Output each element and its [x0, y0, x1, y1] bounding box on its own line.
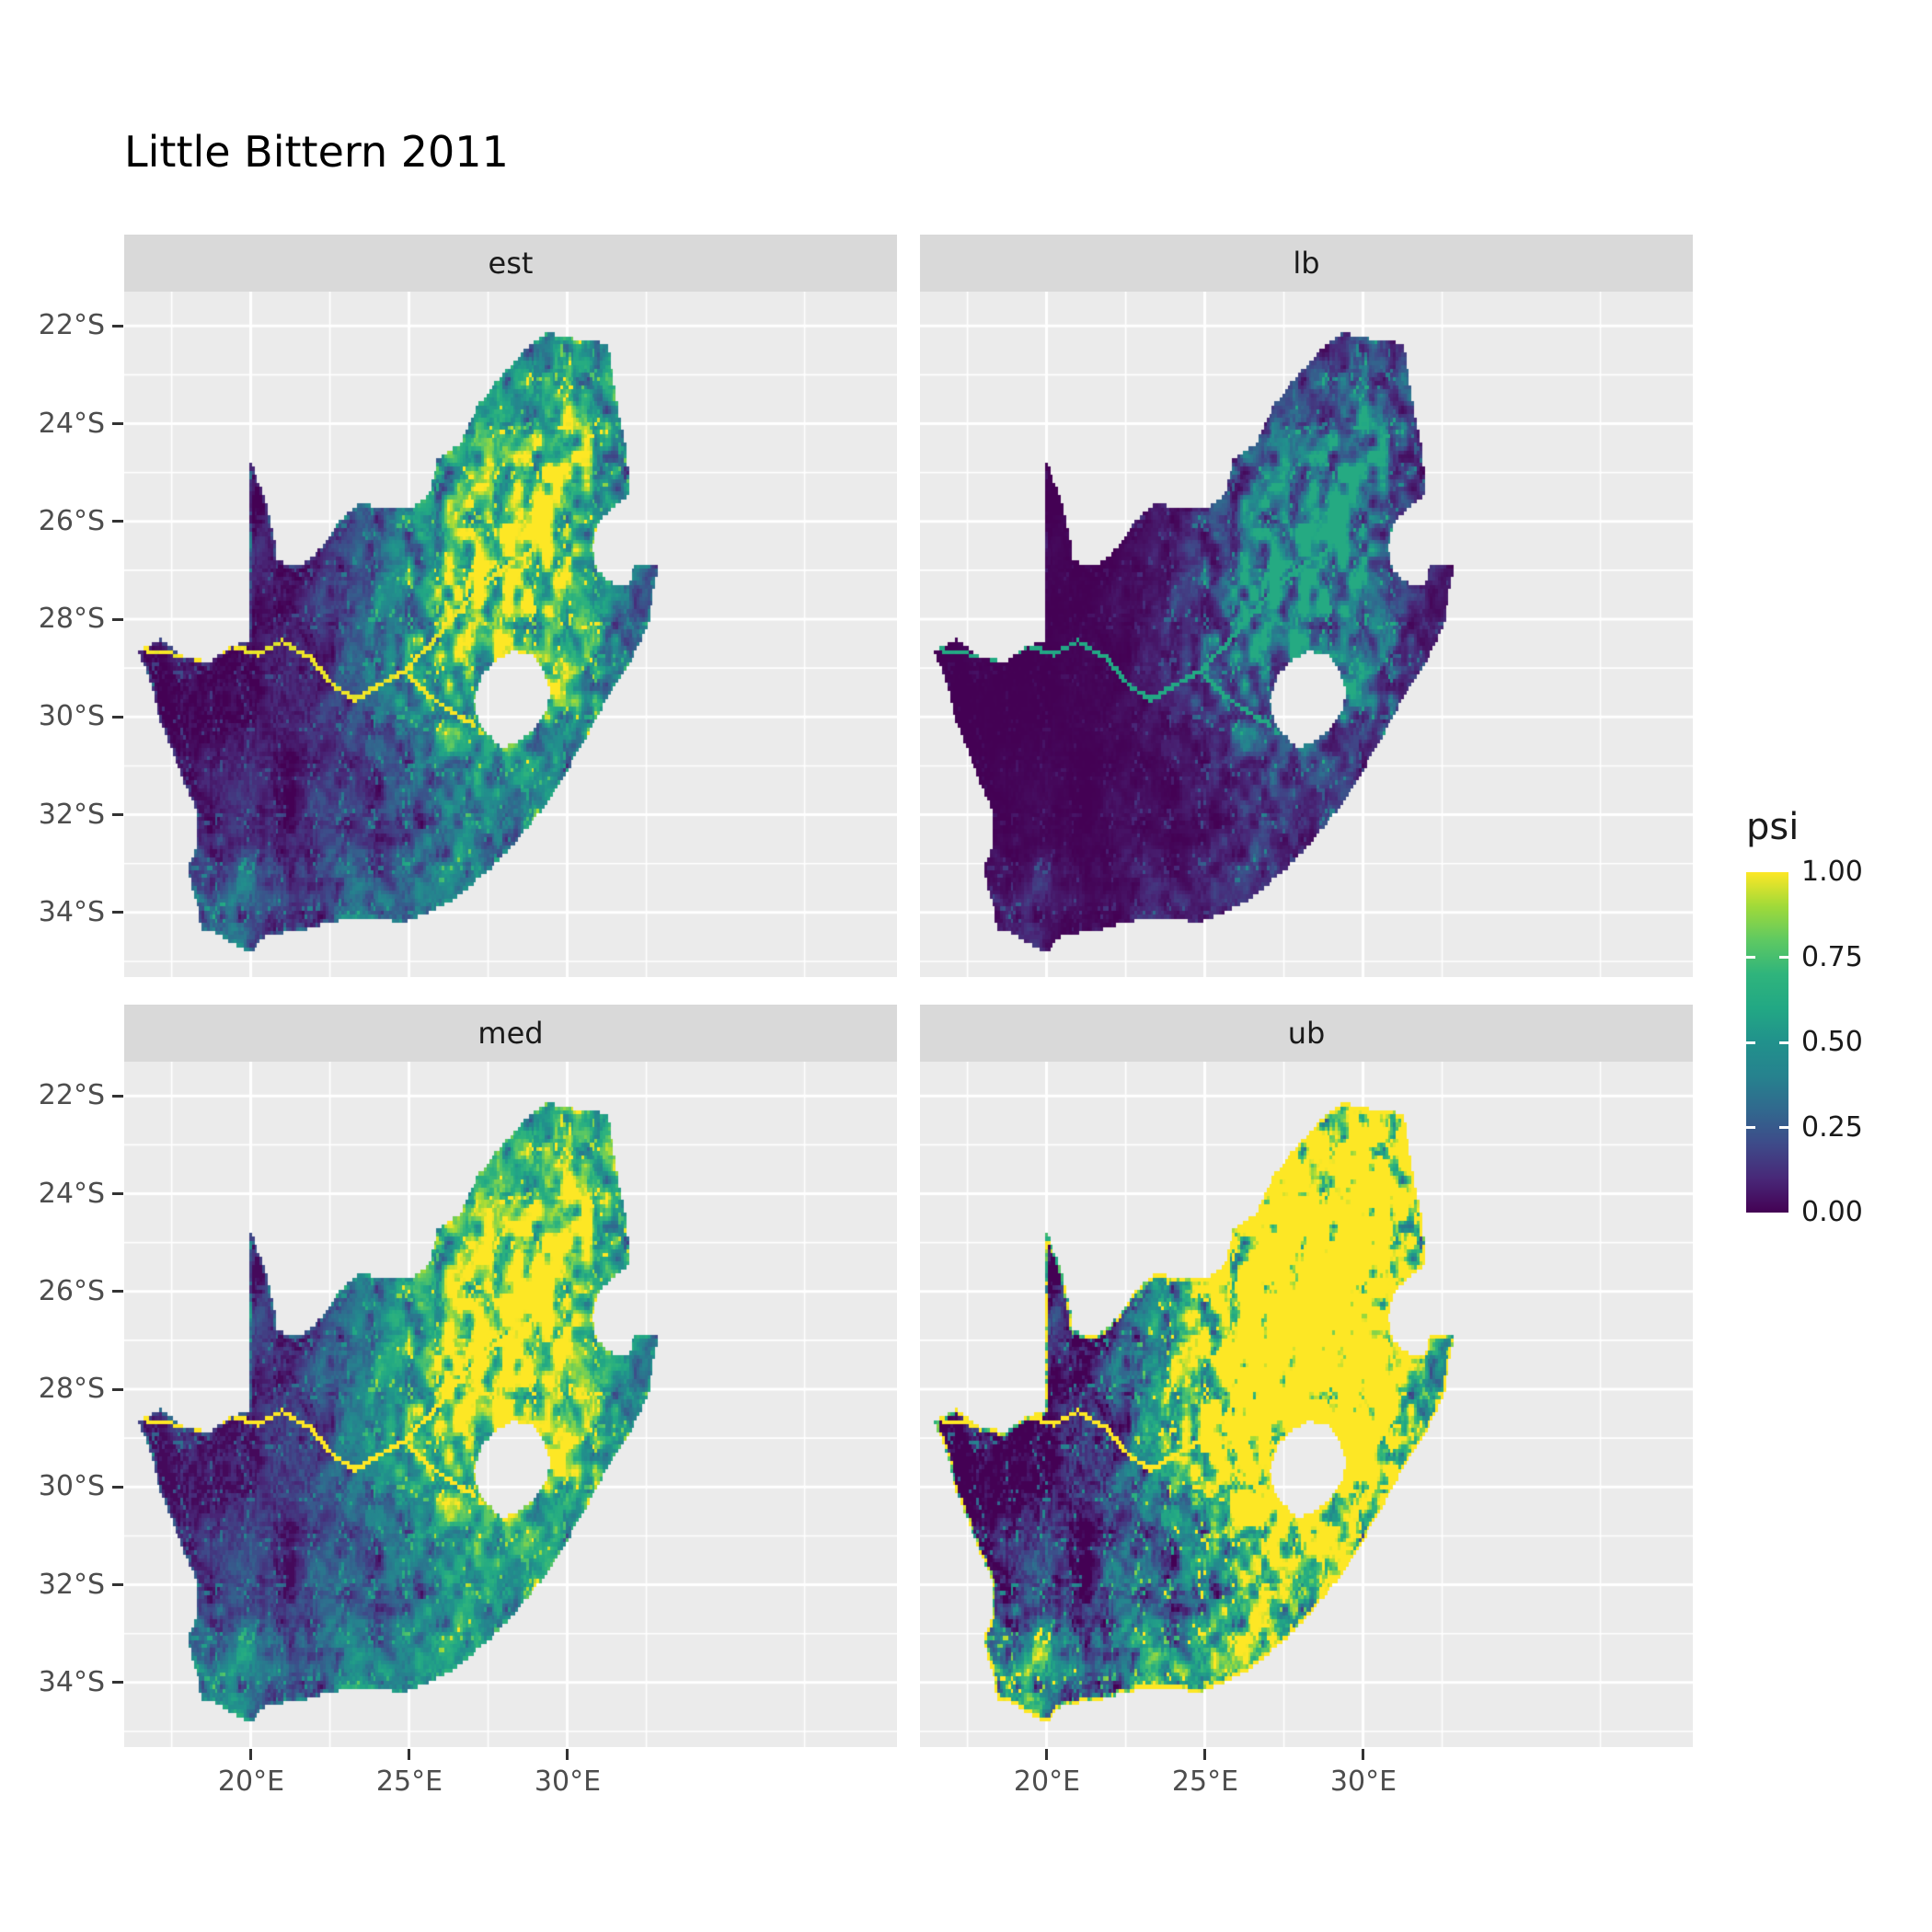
facet-strip-lb: lb: [920, 235, 1693, 292]
facet-strip-est: est: [124, 235, 897, 292]
y-axis-label: 30°S: [38, 700, 105, 732]
colorbar-tick: [1779, 1041, 1788, 1044]
facet-panel-est: [124, 292, 897, 977]
legend-label: 0.50: [1801, 1026, 1863, 1058]
legend-label: 0.00: [1801, 1196, 1863, 1228]
y-axis-label: 34°S: [38, 896, 105, 928]
facet-strip-label: med: [477, 1016, 544, 1051]
y-axis-label: 28°S: [38, 1373, 105, 1405]
x-axis-label: 30°E: [534, 1765, 602, 1798]
colorbar-tick: [1746, 956, 1755, 959]
legend-label: 0.25: [1801, 1111, 1863, 1144]
facet-strip-ub: ub: [920, 1005, 1693, 1062]
y-axis-label: 22°S: [38, 309, 105, 341]
axis-tick-mark: [112, 1192, 123, 1195]
plot-title: Little Bittern 2011: [124, 127, 509, 177]
colorbar-tick: [1746, 1041, 1755, 1044]
y-axis-label: 22°S: [38, 1079, 105, 1111]
axis-tick-mark: [1362, 1749, 1364, 1760]
legend-label: 1.00: [1801, 856, 1863, 888]
y-axis-label: 32°S: [38, 1569, 105, 1601]
y-axis-label: 24°S: [38, 1178, 105, 1210]
y-axis-label: 24°S: [38, 408, 105, 440]
facet-panel-lb: [920, 292, 1693, 977]
x-axis-label: 20°E: [217, 1765, 285, 1798]
x-axis-label: 25°E: [375, 1765, 443, 1798]
legend-title: psi: [1746, 806, 1800, 848]
axis-tick-mark: [1045, 1749, 1048, 1760]
axis-tick-mark: [112, 422, 123, 425]
axis-tick-mark: [566, 1749, 569, 1760]
y-axis-label: 30°S: [38, 1470, 105, 1502]
y-axis-label: 28°S: [38, 603, 105, 635]
axis-tick-mark: [112, 716, 123, 719]
colorbar-tick: [1746, 1126, 1755, 1129]
axis-tick-mark: [112, 1095, 123, 1098]
facet-strip-label: ub: [1287, 1016, 1326, 1051]
facet-strip-label: lb: [1293, 246, 1320, 281]
axis-tick-mark: [112, 1486, 123, 1489]
axis-tick-mark: [408, 1749, 410, 1760]
x-axis-label: 30°E: [1329, 1765, 1397, 1798]
axis-tick-mark: [112, 1583, 123, 1586]
axis-tick-mark: [112, 1681, 123, 1684]
axis-tick-mark: [112, 520, 123, 523]
facet-strip-label: est: [488, 246, 534, 281]
axis-tick-mark: [112, 325, 123, 328]
axis-tick-mark: [249, 1749, 252, 1760]
axis-tick-mark: [112, 911, 123, 914]
facet-strip-med: med: [124, 1005, 897, 1062]
axis-tick-mark: [112, 813, 123, 816]
x-axis-label: 20°E: [1013, 1765, 1081, 1798]
axis-tick-mark: [112, 1290, 123, 1293]
x-axis-label: 25°E: [1171, 1765, 1239, 1798]
axis-tick-mark: [112, 1388, 123, 1391]
y-axis-label: 34°S: [38, 1666, 105, 1698]
facet-panel-ub: [920, 1062, 1693, 1747]
legend-label: 0.75: [1801, 941, 1863, 973]
colorbar-tick: [1779, 956, 1788, 959]
y-axis-label: 26°S: [38, 1275, 105, 1307]
axis-tick-mark: [112, 618, 123, 621]
y-axis-label: 32°S: [38, 799, 105, 831]
colorbar-tick: [1779, 1126, 1788, 1129]
axis-tick-mark: [1203, 1749, 1206, 1760]
y-axis-label: 26°S: [38, 505, 105, 537]
facet-panel-med: [124, 1062, 897, 1747]
